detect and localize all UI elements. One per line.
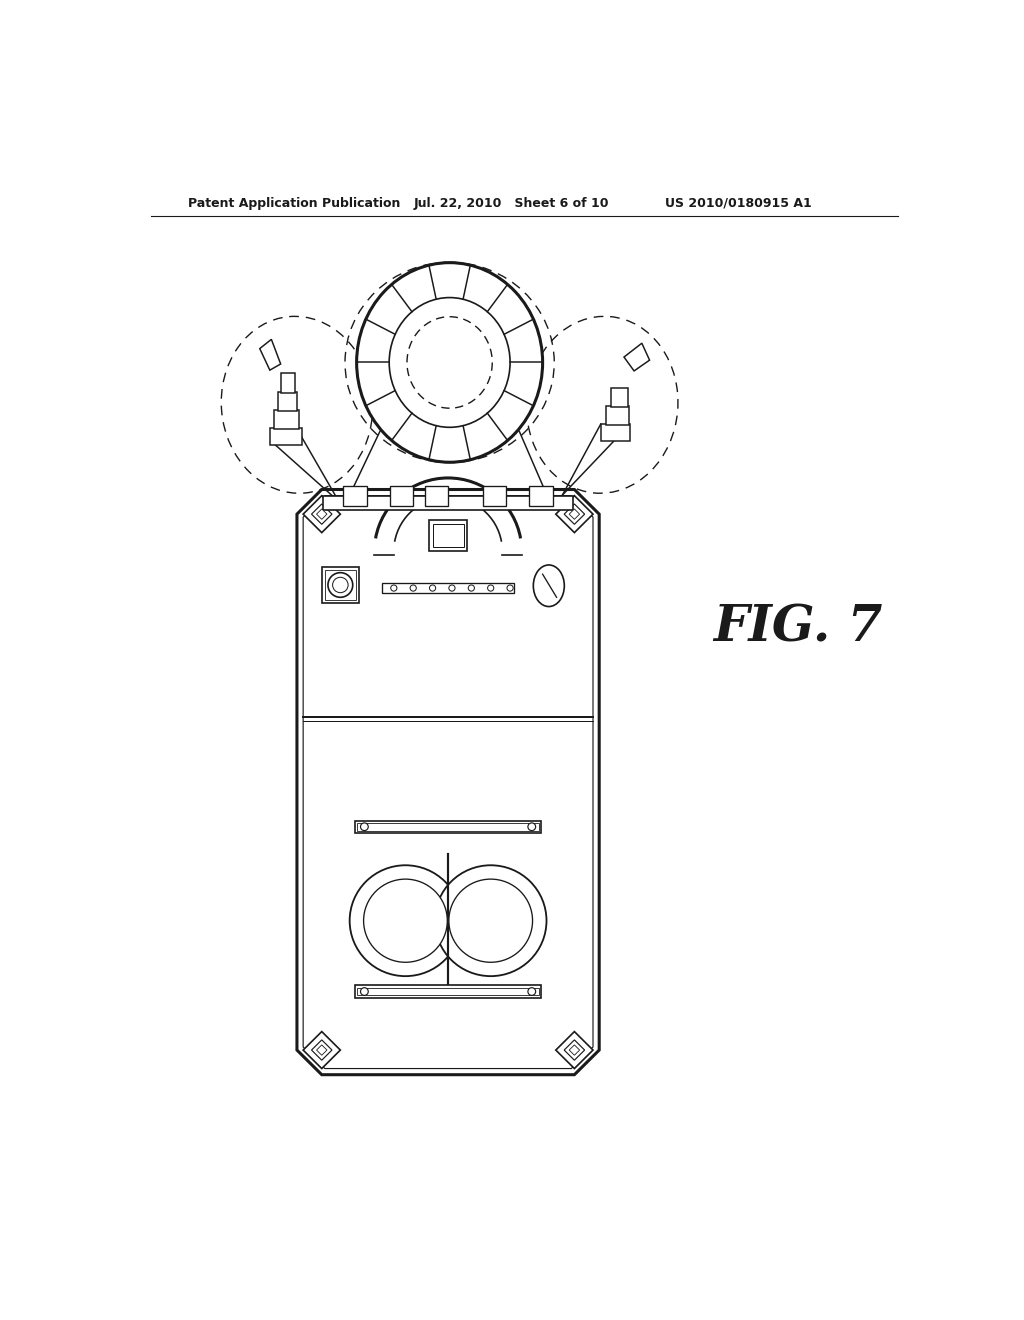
Circle shape: [507, 585, 513, 591]
Circle shape: [333, 577, 348, 593]
Bar: [382, 583, 514, 593]
Circle shape: [449, 585, 455, 591]
Polygon shape: [569, 1045, 580, 1055]
Bar: [390, 487, 414, 507]
Circle shape: [360, 822, 369, 830]
Polygon shape: [316, 1045, 327, 1055]
Bar: [274, 411, 299, 429]
Polygon shape: [303, 496, 340, 533]
Polygon shape: [569, 510, 580, 519]
Bar: [357, 822, 539, 830]
Bar: [322, 566, 359, 603]
Bar: [601, 424, 630, 441]
Bar: [278, 392, 297, 411]
Text: Jul. 22, 2010   Sheet 6 of 10: Jul. 22, 2010 Sheet 6 of 10: [414, 197, 608, 210]
Text: Patent Application Publication: Patent Application Publication: [188, 197, 400, 210]
Polygon shape: [297, 490, 599, 1074]
Circle shape: [435, 866, 547, 977]
Bar: [355, 985, 541, 998]
Bar: [425, 487, 449, 507]
Polygon shape: [556, 1032, 593, 1069]
Bar: [606, 407, 630, 425]
Bar: [281, 374, 295, 393]
Ellipse shape: [356, 263, 543, 462]
Polygon shape: [624, 343, 649, 371]
Bar: [343, 487, 367, 507]
Bar: [432, 524, 464, 548]
Ellipse shape: [534, 565, 564, 607]
Polygon shape: [303, 1032, 340, 1069]
Polygon shape: [564, 504, 585, 524]
Circle shape: [449, 879, 532, 962]
Bar: [270, 428, 302, 445]
Bar: [611, 388, 628, 407]
Circle shape: [528, 822, 536, 830]
Ellipse shape: [389, 297, 510, 428]
Circle shape: [360, 987, 369, 995]
Circle shape: [487, 585, 494, 591]
Circle shape: [364, 879, 447, 962]
Bar: [429, 520, 467, 552]
Bar: [325, 570, 356, 601]
Circle shape: [349, 866, 461, 977]
Polygon shape: [556, 496, 593, 533]
Bar: [357, 987, 539, 995]
Bar: [483, 487, 506, 507]
Circle shape: [328, 573, 352, 597]
Ellipse shape: [407, 317, 493, 408]
Bar: [324, 496, 572, 510]
Bar: [355, 821, 541, 833]
Bar: [529, 487, 553, 507]
Circle shape: [429, 585, 435, 591]
Polygon shape: [311, 1040, 332, 1060]
Polygon shape: [564, 1040, 585, 1060]
Polygon shape: [260, 339, 281, 370]
Circle shape: [391, 585, 397, 591]
Polygon shape: [311, 504, 332, 524]
Circle shape: [410, 585, 417, 591]
Circle shape: [468, 585, 474, 591]
Circle shape: [528, 987, 536, 995]
Text: FIG. 7: FIG. 7: [713, 603, 883, 652]
Polygon shape: [316, 510, 327, 519]
Text: US 2010/0180915 A1: US 2010/0180915 A1: [665, 197, 812, 210]
